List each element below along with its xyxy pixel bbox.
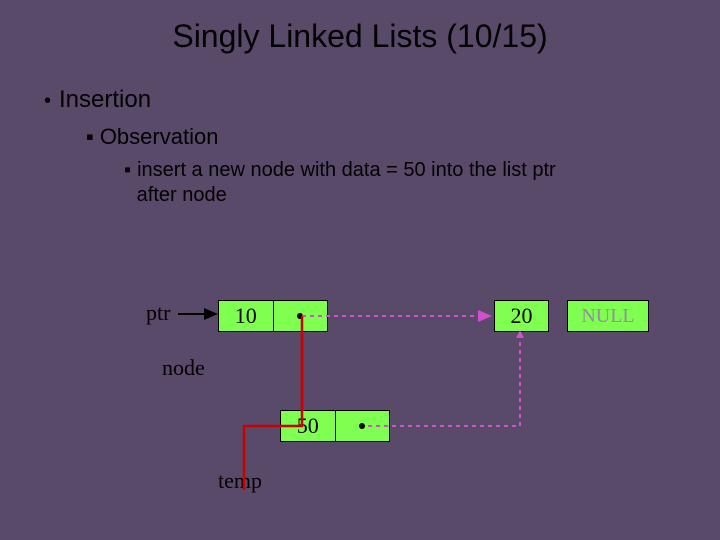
node-20-value: 20 [495, 301, 548, 331]
label-temp: temp [218, 468, 262, 494]
node-10-ptr [273, 301, 328, 331]
node-null: NULL [567, 300, 649, 332]
node-10: 10 [218, 300, 328, 332]
node-10-value: 10 [219, 301, 273, 331]
bullet-dot: • [44, 90, 51, 112]
node-20: 20 [494, 300, 549, 332]
bullet-insertion: • Insertion [44, 86, 151, 114]
bullet-square: ▪ [86, 124, 94, 149]
label-ptr: ptr [146, 300, 170, 326]
node-50-value: 50 [281, 411, 335, 441]
bullet-square: ▪ [124, 159, 131, 181]
bullet-l3-line1: insert a new node with data = 50 into th… [137, 159, 556, 181]
slide-title: Singly Linked Lists (10/15) [0, 0, 720, 55]
bullet-detail: ▪ insert a new node with data = 50 into t… [124, 158, 556, 208]
bullet-l3-line2: after node [137, 184, 227, 206]
label-node: node [162, 355, 205, 381]
bullet-l2-text: Observation [100, 124, 219, 149]
bullet-observation: ▪Observation [86, 124, 218, 150]
bullet-l1-text: Insertion [59, 86, 151, 113]
arrows-overlay [0, 0, 720, 540]
arrow-50-to-20 [368, 336, 520, 426]
node-50: 50 [280, 410, 390, 442]
node-50-ptr [335, 411, 390, 441]
